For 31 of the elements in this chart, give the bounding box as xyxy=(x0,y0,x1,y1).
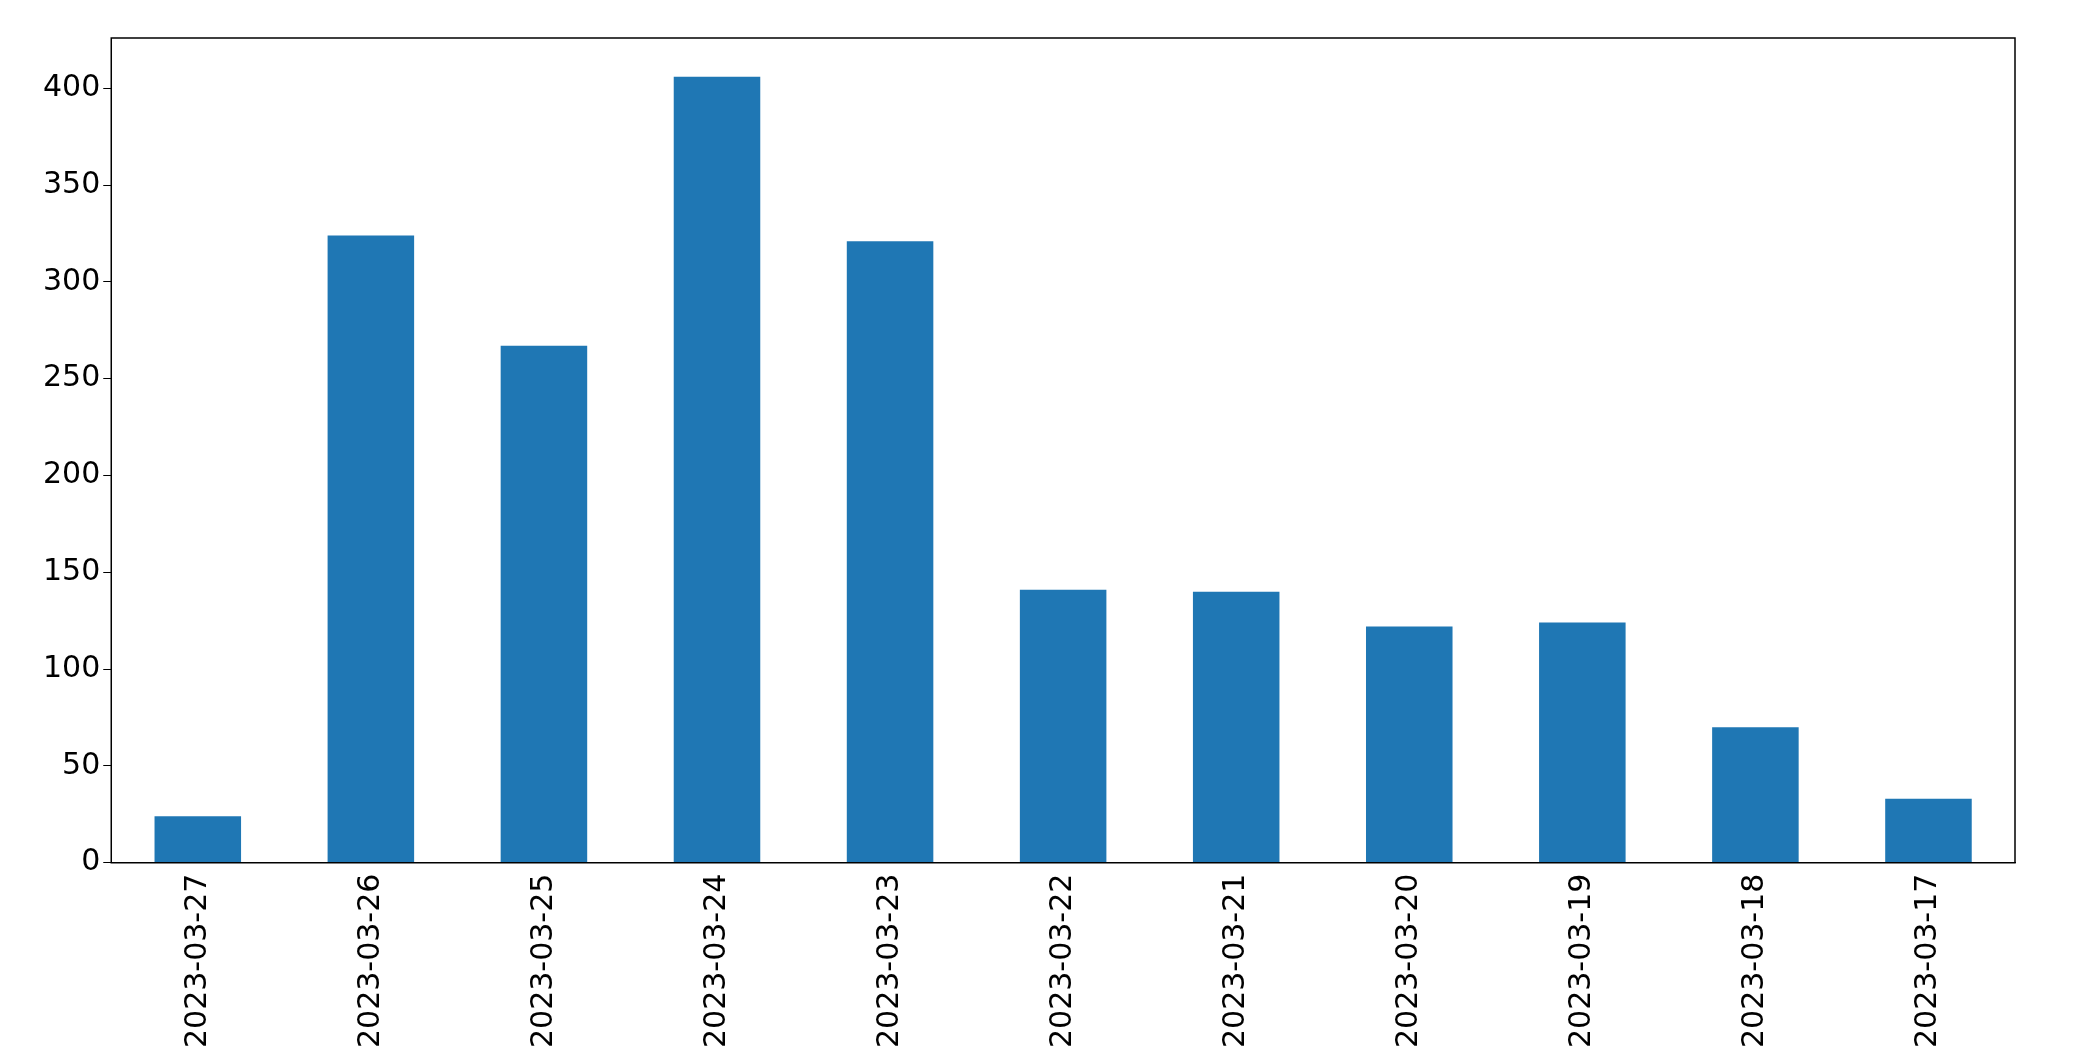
bar xyxy=(1192,591,1280,863)
y-tick-label: 150 xyxy=(43,552,101,588)
x-tick-label: 2023-03-23 xyxy=(869,873,905,1049)
y-tick-label: 400 xyxy=(43,68,101,104)
x-tick-label: 2023-03-20 xyxy=(1389,873,1425,1049)
y-tick-label: 250 xyxy=(43,358,101,394)
bar xyxy=(1885,798,1972,863)
x-tick-label: 2023-03-24 xyxy=(696,873,732,1049)
y-tick-label: 100 xyxy=(43,648,101,684)
bar xyxy=(1019,589,1107,863)
bar xyxy=(500,345,588,863)
bar xyxy=(1712,727,1799,863)
x-tick-label: 2023-03-22 xyxy=(1042,873,1078,1049)
y-tick-label: 200 xyxy=(43,455,101,491)
y-tick-label: 0 xyxy=(81,842,101,878)
bar xyxy=(846,241,934,863)
bar xyxy=(1366,626,1453,863)
bar xyxy=(154,816,242,863)
x-tick-label: 2023-03-21 xyxy=(1215,873,1251,1049)
bar xyxy=(1539,622,1626,863)
y-tick-label: 50 xyxy=(62,745,101,781)
x-tick-label: 2023-03-19 xyxy=(1562,873,1598,1049)
x-tick-label: 2023-03-25 xyxy=(523,873,559,1049)
y-tick-label: 300 xyxy=(43,261,101,297)
x-tick-label: 2023-03-26 xyxy=(350,873,386,1049)
y-tick-label: 350 xyxy=(43,164,101,200)
bar xyxy=(327,235,415,863)
bar xyxy=(673,76,761,863)
x-tick-label: 2023-03-17 xyxy=(1908,873,1944,1049)
x-tick-label: 2023-03-27 xyxy=(177,873,213,1049)
x-tick-label: 2023-03-18 xyxy=(1735,873,1771,1049)
